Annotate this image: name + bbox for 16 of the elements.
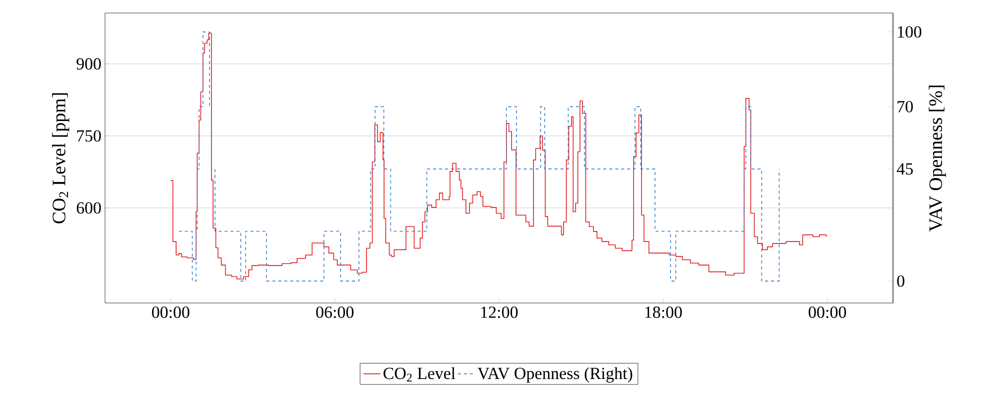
x-tick-label: 00:00: [808, 306, 846, 318]
x-tick-label: 18:00: [645, 306, 682, 318]
legend-label: CO$_{2}$ Level: [384, 367, 456, 382]
y2-tick-label: 45: [896, 163, 913, 175]
y-tick-label: 750: [77, 130, 101, 142]
y2-tick-label: 100: [898, 26, 922, 38]
y-tick-label: 600: [76, 202, 101, 214]
y-tick-label: 900: [76, 58, 101, 70]
x-tick-label: 06:00: [316, 306, 354, 318]
y2-tick-label: 0: [897, 275, 904, 287]
x-tick-label: 12:00: [481, 306, 518, 318]
x-tick-label: 00:00: [152, 306, 190, 318]
y-axis-title: CO$_{2}$ Level [ppm]: [52, 93, 70, 224]
legend-label: VAV Openness (Right): [478, 367, 632, 383]
y2-tick-label: 70: [898, 100, 913, 112]
y2-axis-title: VAV Openness [%]: [928, 86, 946, 232]
